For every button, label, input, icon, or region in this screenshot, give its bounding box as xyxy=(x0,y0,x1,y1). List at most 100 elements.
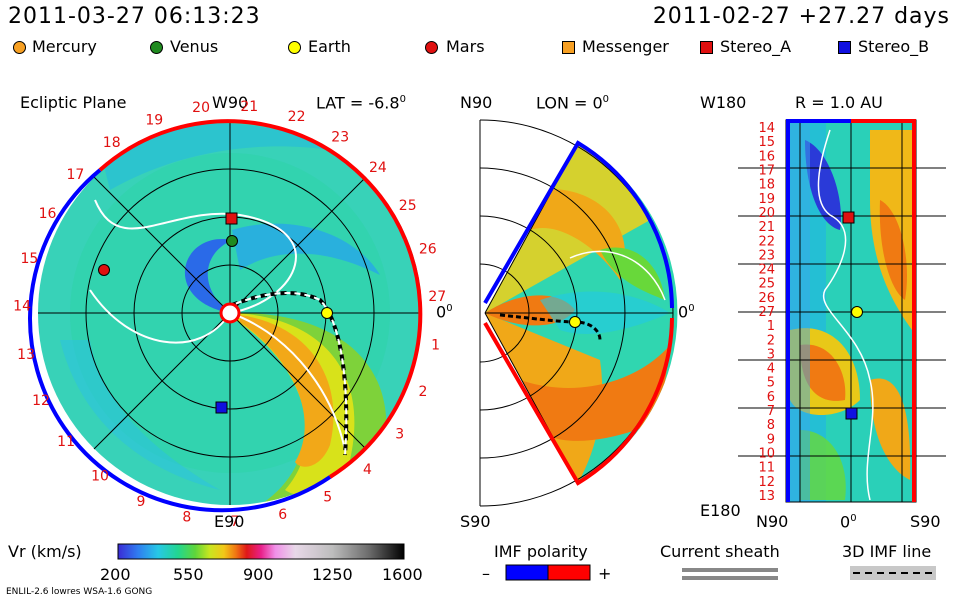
colorbar-tick: 200 xyxy=(100,565,131,584)
carrington-day-label: 3 xyxy=(395,426,404,442)
ecliptic-title: Ecliptic Plane xyxy=(20,93,127,112)
radial-row-label: 3 xyxy=(767,347,775,362)
stereo-b-radial-icon xyxy=(845,407,858,420)
colorbar-label: Vr (km/s) xyxy=(8,542,82,561)
meridional-plane-plot xyxy=(479,119,678,507)
current-sheath-swatch xyxy=(682,568,778,580)
ecliptic-plane-plot xyxy=(28,119,423,513)
radial-row-label: 6 xyxy=(767,390,775,405)
radial-row-label: 26 xyxy=(758,291,775,306)
legend-messenger: Messenger xyxy=(582,37,669,56)
earth-meridional-icon xyxy=(569,316,581,328)
carrington-day-label: 15 xyxy=(20,251,38,267)
legend-stereo-a: Stereo_A xyxy=(720,37,792,56)
radial-row-label: 20 xyxy=(758,206,775,221)
meridional-top-label: N90 xyxy=(460,93,493,112)
radial-row-label: 27 xyxy=(758,305,775,320)
stereo-b-position-icon xyxy=(215,401,228,414)
radius-label: R = 1.0 AU xyxy=(795,93,883,112)
radial-x-mid: 00 xyxy=(840,512,857,532)
radial-row-label: 4 xyxy=(767,362,775,377)
venus-position-icon xyxy=(226,235,238,247)
imf-negative-swatch xyxy=(505,564,549,581)
imf-line-swatch xyxy=(850,566,936,580)
carrington-day-label: 1 xyxy=(431,337,440,353)
ecliptic-right-label: 00 xyxy=(436,302,453,322)
carrington-day-label: 12 xyxy=(32,393,50,409)
radial-row-label: 17 xyxy=(758,164,775,179)
radial-row-label: 14 xyxy=(758,121,775,136)
radial-row-label: 9 xyxy=(767,432,775,447)
velocity-colorbar xyxy=(117,543,405,560)
carrington-day-label: 8 xyxy=(182,510,191,526)
carrington-day-labels: 20 21222324252627123456789101112131415161… xyxy=(13,99,446,530)
current-datetime: 2011-03-27 06:13:23 xyxy=(8,4,261,29)
imf-polarity-label: IMF polarity xyxy=(494,542,588,561)
mercury-marker-icon xyxy=(13,41,26,54)
radial-row-label: 7 xyxy=(767,404,775,419)
legend-stereo-b: Stereo_B xyxy=(858,37,930,56)
carrington-day-label: 13 xyxy=(17,347,35,363)
radial-row-label: 16 xyxy=(758,149,775,164)
carrington-day-label: 14 xyxy=(13,299,31,315)
carrington-day-label: 20 xyxy=(192,100,210,116)
radial-row-label: 18 xyxy=(758,178,775,193)
radial-row-label: 2 xyxy=(767,333,775,348)
radial-row-label: 11 xyxy=(758,461,775,476)
radial-row-label: 1 xyxy=(767,319,775,334)
radial-row-label: 13 xyxy=(758,489,775,504)
imf-line-label: 3D IMF line xyxy=(842,542,932,561)
meridional-bottom-label: S90 xyxy=(460,512,491,531)
radial-top-left: W180 xyxy=(700,93,747,112)
radial-row-label: 25 xyxy=(758,277,775,292)
radial-x-left: N90 xyxy=(756,512,789,531)
radial-row-label: 19 xyxy=(758,192,775,207)
imf-positive-swatch xyxy=(547,564,591,581)
imf-plus-label: + xyxy=(598,564,612,583)
stereo-a-position-icon xyxy=(225,212,238,225)
reference-date: 2011-02-27 +27.27 days xyxy=(652,4,950,29)
radial-row-label: 12 xyxy=(758,475,775,490)
carrington-day-label: 2 xyxy=(418,384,427,400)
carrington-day-label: 17 xyxy=(66,167,84,183)
carrington-day-label: 18 xyxy=(103,135,121,151)
radial-row-label: 21 xyxy=(758,220,775,235)
radial-row-labels: 1415161718192021222324252627123456789101… xyxy=(758,121,775,504)
radial-row-label: 10 xyxy=(758,447,775,462)
mars-marker-icon xyxy=(425,41,438,54)
earth-position-icon xyxy=(321,307,333,319)
earth-marker-icon xyxy=(288,41,301,54)
model-footer: ENLIL-2.6 lowres WSA-1.6 GONG xyxy=(6,587,153,597)
radial-row-label: 22 xyxy=(758,234,775,249)
stereo-a-radial-icon xyxy=(842,211,855,224)
ecliptic-bottom-label: E90 xyxy=(214,512,245,531)
radial-row-label: 8 xyxy=(767,418,775,433)
radial-row-label: 5 xyxy=(767,376,775,391)
mars-position-icon xyxy=(98,264,110,276)
carrington-day-label: 22 xyxy=(288,109,306,125)
colorbar-tick: 1600 xyxy=(382,565,423,584)
ecliptic-top-label: W90 xyxy=(212,93,249,112)
earth-radial-icon xyxy=(851,306,863,318)
radial-bottom-left: E180 xyxy=(700,501,741,520)
legend-venus: Venus xyxy=(170,37,219,56)
stereo-a-marker-icon xyxy=(700,41,713,54)
carrington-day-label: 27 xyxy=(428,289,446,305)
radial-row-label: 15 xyxy=(758,135,775,150)
carrington-day-label: 11 xyxy=(57,434,75,450)
carrington-day-label: 19 xyxy=(145,112,163,128)
carrington-day-label: 25 xyxy=(399,198,417,214)
meridional-right-label: 00 xyxy=(678,302,695,322)
radial-strip-plot xyxy=(738,119,946,503)
imf-minus-label: – xyxy=(482,564,490,583)
carrington-day-label: 7 xyxy=(230,514,239,530)
carrington-day-label: 4 xyxy=(363,462,372,478)
venus-marker-icon xyxy=(150,41,163,54)
carrington-day-label: 23 xyxy=(331,130,349,146)
carrington-day-label: 9 xyxy=(137,494,146,510)
carrington-day-label: 10 xyxy=(91,468,109,484)
colorbar-tick: 1250 xyxy=(312,565,353,584)
radial-x-right: S90 xyxy=(910,512,941,531)
lon-label: LON = 00 xyxy=(536,93,610,113)
